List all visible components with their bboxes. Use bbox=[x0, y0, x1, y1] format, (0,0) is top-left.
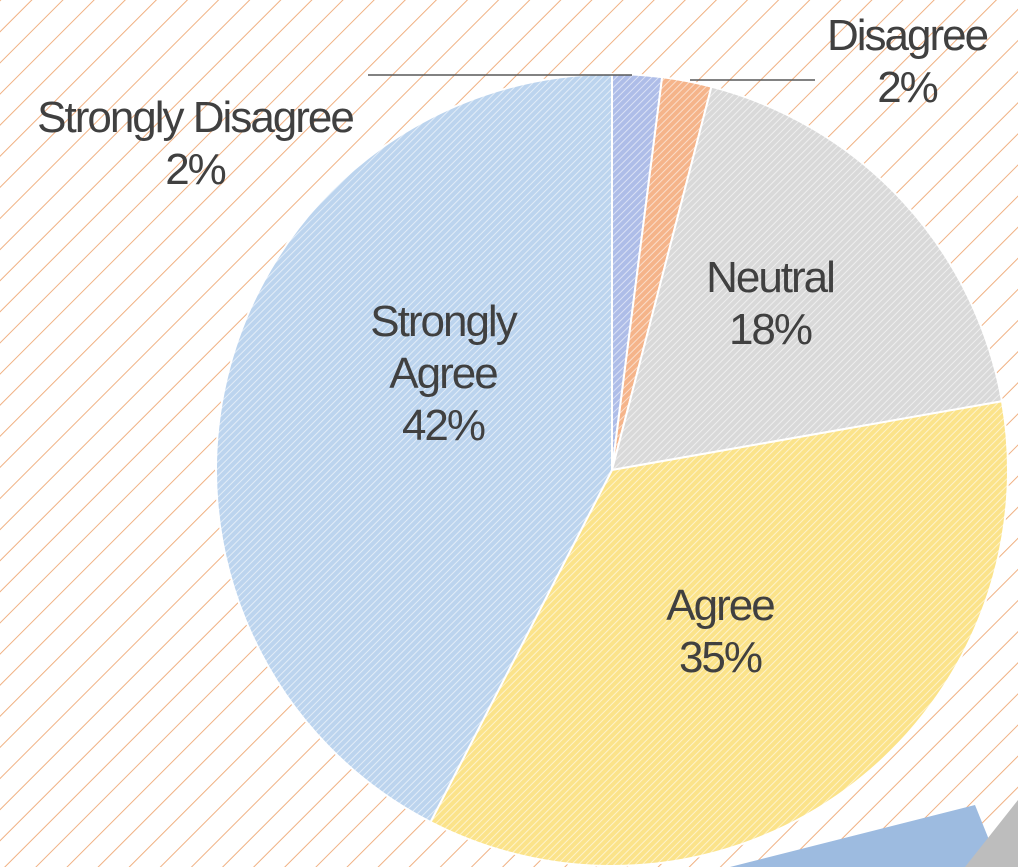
slice-hatch bbox=[612, 86, 1002, 470]
value-label: 2% bbox=[165, 145, 227, 194]
category-label: Neutral bbox=[706, 253, 836, 302]
value-label: 18% bbox=[728, 305, 813, 354]
value-label: 35% bbox=[678, 633, 763, 682]
data-label: Neutral 18% bbox=[650, 252, 890, 356]
category-label: Disagree bbox=[826, 11, 989, 60]
data-label: Strongly Agree 42% bbox=[358, 296, 528, 452]
data-label: Strongly Disagree 2% bbox=[5, 92, 385, 196]
category-label: Agree bbox=[666, 581, 775, 630]
decoration bbox=[730, 805, 1000, 867]
decoration bbox=[965, 800, 1018, 867]
category-label: Strongly Disagree bbox=[37, 93, 355, 142]
category-label: Strongly Agree bbox=[370, 297, 517, 398]
data-label: Disagree 2% bbox=[787, 10, 1018, 114]
slice-hatch bbox=[430, 401, 1008, 866]
slice-hatch bbox=[216, 74, 612, 822]
data-label: Agree 35% bbox=[600, 580, 840, 684]
value-label: 2% bbox=[877, 63, 939, 112]
value-label: 42% bbox=[401, 401, 486, 450]
